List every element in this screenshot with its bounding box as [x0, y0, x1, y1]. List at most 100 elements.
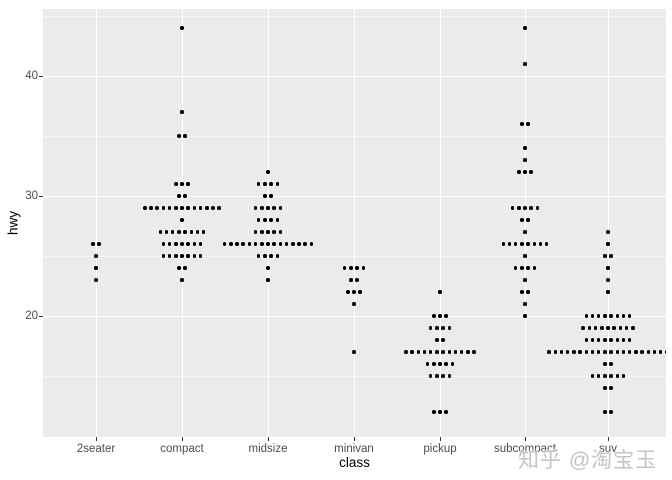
y-tick-mark-40	[39, 76, 43, 77]
dot-suv-19	[624, 326, 629, 330]
dot-suv-12	[609, 410, 613, 414]
dot-compact-26	[192, 242, 197, 246]
x-tick-mark-compact	[182, 437, 183, 441]
x-tick-label-2seater: 2seater	[76, 443, 116, 455]
dot-subcompact-26	[544, 242, 549, 246]
dot-compact-29	[174, 206, 178, 210]
dot-midsize-31	[275, 182, 280, 186]
dot-compact-27	[195, 230, 200, 234]
dot-subcompact-41	[523, 62, 527, 66]
dot-compact-29	[211, 206, 215, 210]
dot-suv-17	[584, 350, 589, 354]
dot-compact-28	[180, 218, 184, 222]
dot-midsize-26	[266, 242, 270, 246]
dot-suv-15	[609, 374, 613, 378]
dot-suv-26	[606, 242, 610, 246]
dot-midsize-23	[266, 278, 270, 282]
dot-minivan-24	[355, 266, 359, 270]
y-tick-mark-30	[39, 196, 43, 197]
dot-compact-26	[174, 242, 178, 246]
dot-midsize-26	[278, 242, 283, 246]
dot-midsize-27	[253, 230, 258, 234]
dot-midsize-26	[291, 242, 295, 246]
dot-2seater-26	[91, 242, 95, 246]
dot-subcompact-29	[535, 206, 540, 210]
dot-2seater-23	[94, 278, 98, 282]
dot-compact-29	[217, 206, 221, 210]
dot-midsize-29	[253, 206, 258, 210]
x-tick-label-compact: compact	[160, 443, 204, 455]
dot-suv-17	[652, 350, 657, 354]
dot-midsize-32	[266, 170, 270, 174]
dot-suv-24	[606, 266, 610, 270]
dot-suv-15	[615, 374, 620, 378]
dot-compact-29	[155, 206, 159, 210]
dot-suv-17	[627, 350, 632, 354]
y-tick-label-40: 40	[25, 70, 38, 82]
dot-midsize-28	[275, 218, 280, 222]
x-tick-mark-2seater	[96, 437, 97, 441]
dot-compact-35	[177, 134, 181, 138]
dot-midsize-29	[260, 206, 264, 210]
dot-suv-19	[618, 326, 623, 330]
dot-compact-25	[167, 254, 172, 258]
dot-pickup-18	[435, 338, 439, 342]
dot-midsize-26	[253, 242, 258, 246]
dot-compact-44	[180, 26, 184, 30]
dot-pickup-20	[444, 314, 448, 318]
dot-suv-18	[584, 338, 589, 342]
dot-compact-27	[183, 230, 187, 234]
dot-subcompact-26	[532, 242, 537, 246]
dot-pickup-17	[428, 350, 433, 354]
dot-compact-30	[177, 194, 181, 198]
dot-suv-18	[603, 338, 607, 342]
dot-compact-27	[158, 230, 163, 234]
dot-subcompact-24	[532, 266, 537, 270]
dot-minivan-24	[342, 266, 347, 270]
dot-subcompact-23	[523, 278, 527, 282]
dot-suv-20	[603, 314, 607, 318]
dot-suv-20	[590, 314, 595, 318]
dot-subcompact-21	[523, 302, 527, 306]
dot-pickup-17	[447, 350, 452, 354]
dot-pickup-16	[425, 362, 430, 366]
dot-pickup-16	[444, 362, 448, 366]
dot-midsize-29	[266, 206, 270, 210]
dot-suv-17	[596, 350, 601, 354]
dot-subcompact-28	[520, 218, 524, 222]
dot-pickup-17	[453, 350, 458, 354]
dot-compact-31	[186, 182, 190, 186]
gridline-major-x-subcompact	[524, 9, 526, 437]
dot-midsize-28	[256, 218, 261, 222]
dot-subcompact-26	[507, 242, 512, 246]
dot-suv-18	[615, 338, 620, 342]
dot-midsize-29	[278, 206, 283, 210]
dot-midsize-25	[269, 254, 273, 258]
dot-compact-31	[180, 182, 184, 186]
x-tick-label-pickup: pickup	[423, 443, 457, 455]
dot-midsize-31	[256, 182, 261, 186]
dot-subcompact-26	[520, 242, 524, 246]
dot-midsize-27	[260, 230, 264, 234]
dot-midsize-29	[272, 206, 276, 210]
dot-pickup-15	[428, 374, 433, 378]
dot-suv-17	[603, 350, 607, 354]
dot-compact-25	[180, 254, 184, 258]
dot-suv-18	[609, 338, 613, 342]
dot-midsize-27	[278, 230, 283, 234]
dot-compact-29	[143, 206, 147, 210]
dot-compact-27	[170, 230, 175, 234]
dot-midsize-30	[269, 194, 273, 198]
dot-suv-20	[584, 314, 589, 318]
x-tick-mark-minivan	[354, 437, 355, 441]
dot-midsize-26	[284, 242, 289, 246]
dot-midsize-25	[263, 254, 267, 258]
dot-compact-26	[198, 242, 203, 246]
dot-subcompact-36	[520, 122, 524, 126]
dot-pickup-17	[422, 350, 427, 354]
dot-suv-16	[603, 362, 607, 366]
dot-pickup-17	[459, 350, 464, 354]
dot-midsize-26	[235, 242, 239, 246]
dot-subcompact-26	[501, 242, 506, 246]
